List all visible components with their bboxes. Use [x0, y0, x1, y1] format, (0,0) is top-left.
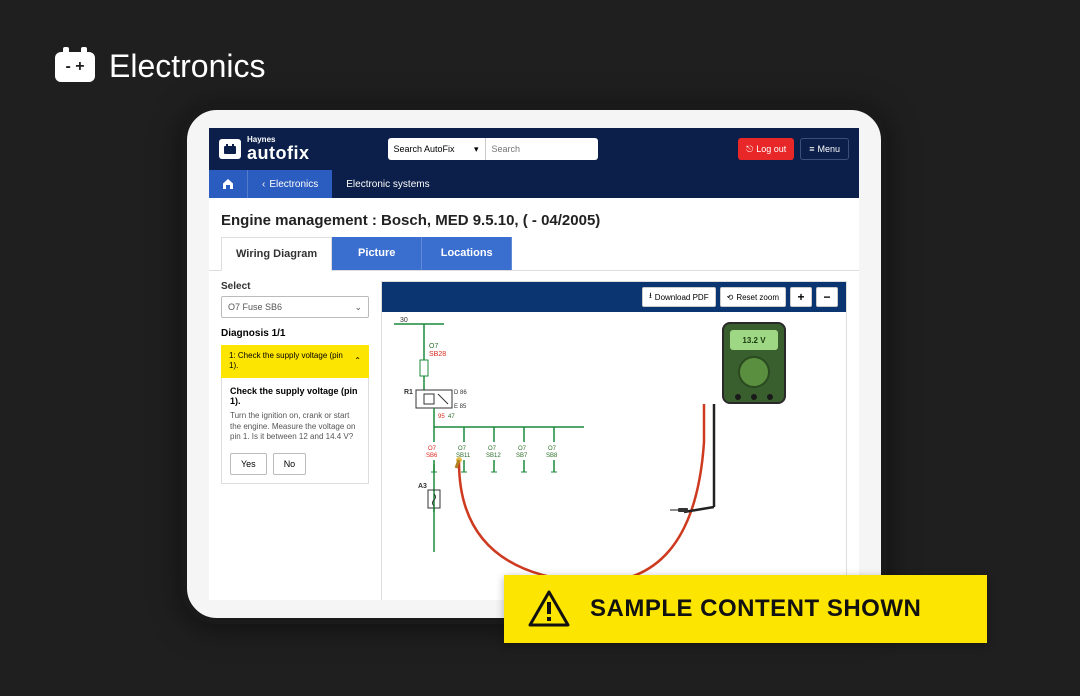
- battery-icon-label: - +: [65, 58, 84, 76]
- reset-zoom-button[interactable]: ⟲ Reset zoom: [720, 287, 786, 307]
- select-label: Select: [221, 281, 369, 292]
- svg-text:O7: O7: [428, 446, 437, 452]
- chevron-down-icon: ▾: [474, 144, 479, 155]
- diagnosis-body: Check the supply voltage (pin 1). Turn t…: [221, 378, 369, 484]
- diagnosis-step-header[interactable]: 1: Check the supply voltage (pin 1). ⌃: [221, 345, 369, 378]
- diagnosis-body-title: Check the supply voltage (pin 1).: [230, 386, 360, 406]
- no-button[interactable]: No: [273, 453, 307, 475]
- tab-picture[interactable]: Picture: [332, 237, 422, 270]
- download-icon: ⭳: [649, 290, 652, 304]
- search-scope-dropdown[interactable]: Search AutoFix ▾: [388, 138, 486, 160]
- chevron-up-icon: ⌃: [354, 356, 361, 366]
- multimeter: 13.2 V: [722, 322, 786, 404]
- svg-text:O7: O7: [548, 446, 557, 452]
- svg-text:95: 95: [438, 414, 445, 420]
- svg-text:O7: O7: [488, 446, 497, 452]
- reset-zoom-label: Reset zoom: [736, 293, 779, 302]
- content-row: Select O7 Fuse SB6 ⌄ Diagnosis 1/1 1: Ch…: [209, 271, 859, 600]
- left-panel: Select O7 Fuse SB6 ⌄ Diagnosis 1/1 1: Ch…: [221, 281, 369, 600]
- svg-text:SB6: SB6: [426, 453, 438, 459]
- multimeter-dial: [738, 356, 770, 388]
- tablet-frame: Haynes autofix Search AutoFix ▾ ⎋ Log ou…: [181, 104, 887, 624]
- diagram-toolbar: ⭳ Download PDF ⟲ Reset zoom + −: [382, 282, 846, 312]
- multimeter-port: [767, 394, 773, 400]
- hamburger-icon: ≡: [809, 144, 814, 154]
- download-pdf-button[interactable]: ⭳ Download PDF: [642, 287, 716, 307]
- svg-text:SB7: SB7: [516, 453, 528, 459]
- menu-button[interactable]: ≡ Menu: [800, 138, 849, 160]
- sample-content-banner: SAMPLE CONTENT SHOWN: [504, 575, 987, 643]
- reset-icon: ⟲: [727, 293, 734, 302]
- diagnosis-step-title: 1: Check the supply voltage (pin 1).: [229, 351, 354, 372]
- yes-button[interactable]: Yes: [230, 453, 267, 475]
- breadcrumb-back-label: Electronics: [269, 179, 318, 190]
- multimeter-reading: 13.2 V: [730, 330, 778, 350]
- page-title: Engine management : Bosch, MED 9.5.10, (…: [209, 198, 859, 237]
- diagram-canvas[interactable]: 30 O7 SB28 R1 D 86 E 85: [382, 312, 846, 600]
- search-scope-label: Search AutoFix: [394, 144, 455, 154]
- diag-label-30: 30: [400, 317, 408, 324]
- chevron-down-icon: ⌄: [354, 302, 362, 313]
- diagnosis-header: Diagnosis 1/1: [221, 328, 369, 339]
- warning-icon: [528, 590, 570, 628]
- diag-sb28: SB28: [429, 351, 446, 358]
- menu-label: Menu: [817, 144, 840, 154]
- diag-r1: R1: [404, 389, 413, 396]
- app-header: Haynes autofix Search AutoFix ▾ ⎋ Log ou…: [209, 128, 859, 170]
- logo: Haynes autofix: [219, 136, 310, 162]
- svg-text:SB12: SB12: [486, 453, 501, 459]
- diagnosis-body-text: Turn the ignition on, crank or start the…: [230, 411, 360, 443]
- svg-text:O7: O7: [518, 446, 527, 452]
- component-select-value: O7 Fuse SB6: [228, 302, 282, 312]
- breadcrumb-back[interactable]: ‹ Electronics: [247, 170, 332, 198]
- chevron-left-icon: ‹: [262, 179, 265, 190]
- logo-product: autofix: [247, 144, 310, 162]
- diagram-panel: ⭳ Download PDF ⟲ Reset zoom + − 30: [381, 281, 847, 600]
- component-select[interactable]: O7 Fuse SB6 ⌄: [221, 296, 369, 318]
- svg-text:O7: O7: [458, 446, 467, 452]
- multimeter-port: [735, 394, 741, 400]
- search-group: Search AutoFix ▾: [388, 138, 598, 160]
- logout-label: Log out: [756, 144, 786, 154]
- tablet-screen: Haynes autofix Search AutoFix ▾ ⎋ Log ou…: [209, 128, 859, 600]
- diag-a3: A3: [418, 483, 427, 490]
- battery-icon: - +: [55, 52, 95, 82]
- diag-e85: E 85: [454, 404, 467, 410]
- tab-wiring-diagram[interactable]: Wiring Diagram: [221, 237, 332, 271]
- breadcrumb-current: Electronic systems: [332, 170, 443, 198]
- sample-banner-text: SAMPLE CONTENT SHOWN: [590, 595, 921, 623]
- multimeter-port: [751, 394, 757, 400]
- breadcrumb-home[interactable]: [209, 170, 247, 198]
- diag-d86: D 86: [454, 390, 467, 396]
- svg-text:SB8: SB8: [546, 453, 558, 459]
- tabs: Wiring Diagram Picture Locations: [209, 237, 859, 271]
- download-pdf-label: Download PDF: [655, 293, 709, 302]
- category-header: - + Electronics: [55, 48, 266, 85]
- zoom-in-button[interactable]: +: [790, 287, 812, 307]
- category-title: Electronics: [109, 48, 266, 85]
- logout-icon: ⎋: [746, 144, 753, 155]
- zoom-out-button[interactable]: −: [816, 287, 838, 307]
- logout-button[interactable]: ⎋ Log out: [738, 138, 794, 160]
- tab-locations[interactable]: Locations: [422, 237, 512, 270]
- svg-text:47: 47: [448, 414, 455, 420]
- home-icon: [222, 178, 234, 190]
- breadcrumb: ‹ Electronics Electronic systems: [209, 170, 859, 198]
- search-input[interactable]: [486, 138, 598, 160]
- diag-o7-top: O7: [429, 343, 438, 350]
- logo-icon: [219, 139, 241, 159]
